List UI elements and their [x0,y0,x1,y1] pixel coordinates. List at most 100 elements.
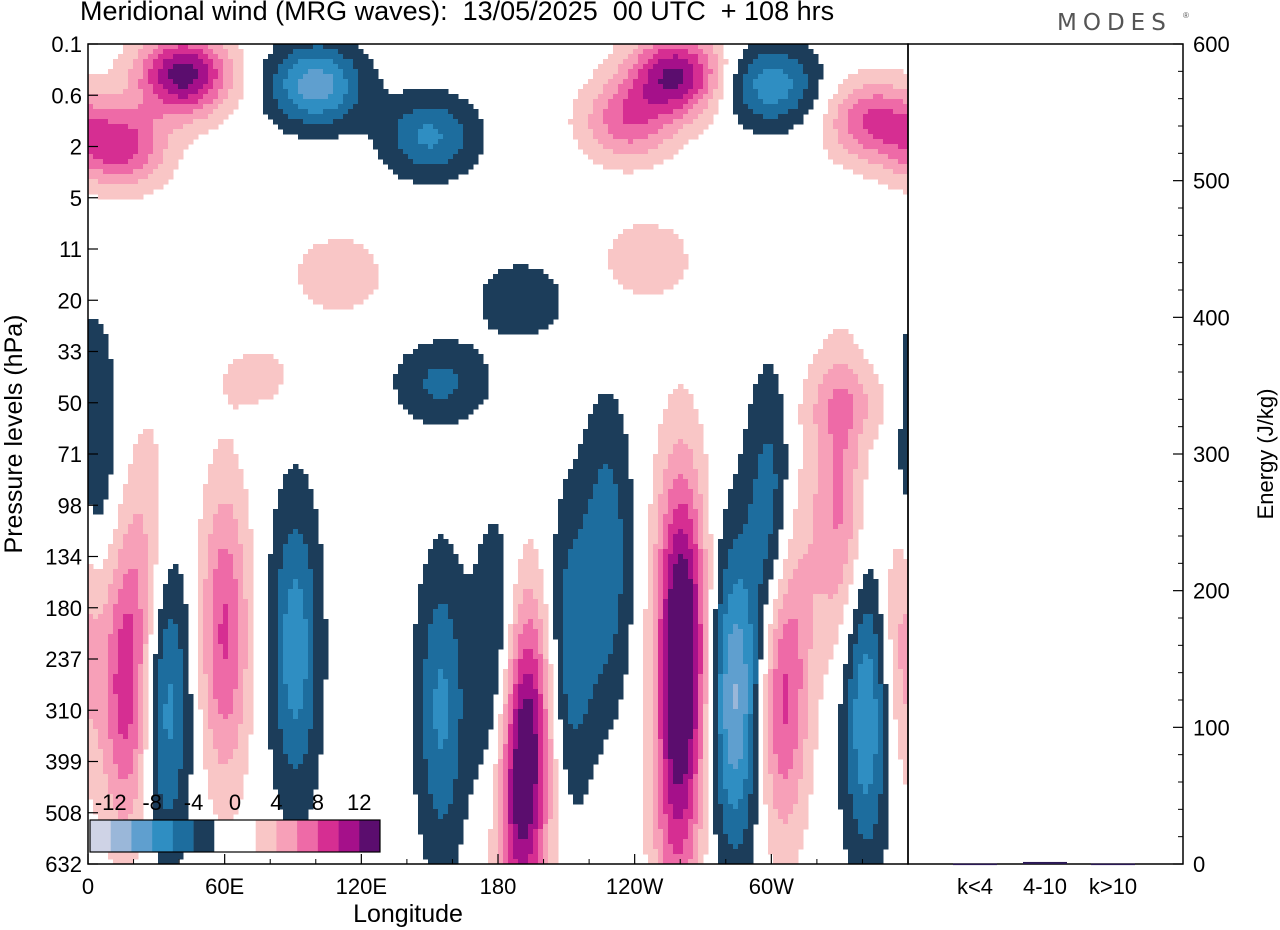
contour-cell [843,429,849,435]
contour-cell [138,144,144,150]
contour-cell [353,284,359,290]
contour-cell [143,59,149,65]
contour-cell [298,44,304,50]
contour-cell [613,139,619,145]
contour-cell [93,444,99,450]
contour-cell [708,114,714,120]
contour-cell [853,129,859,135]
contour-cell [873,434,879,440]
contour-cell [118,104,124,110]
contour-cell [843,164,849,170]
contour-cell [288,129,294,135]
contour-cell [88,394,94,400]
contour-cell [848,399,854,405]
contour-cell [623,114,629,120]
contour-cell [438,379,444,385]
contour-cell [583,494,589,500]
contour-cell [823,339,829,345]
contour-cell [143,169,149,175]
contour-cell [473,364,479,370]
contour-cell [828,404,834,410]
contour-cell [513,309,519,315]
contour-cell [133,84,139,90]
contour-cell [673,99,679,105]
contour-cell [393,149,399,155]
contour-cell [238,69,244,75]
contour-cell [393,169,399,175]
contour-cell [613,429,619,435]
contour-cell [93,434,99,440]
contour-cell [638,99,644,105]
contour-cell [308,264,314,270]
contour-cell [813,424,819,430]
contour-cell [88,329,94,335]
contour-cell [148,439,154,445]
registered-mark: ® [1183,11,1189,20]
contour-cell [433,149,439,155]
contour-cell [273,49,279,55]
contour-cell [613,154,619,160]
contour-cell [238,374,244,380]
contour-cell [393,374,399,380]
contour-cell [838,84,844,90]
contour-cell [598,114,604,120]
contour-cell [648,144,654,150]
contour-cell [643,279,649,285]
contour-cell [563,494,569,500]
contour-cell [198,59,204,65]
contour-cell [848,99,854,105]
contour-cell [183,134,189,140]
contour-cell [103,354,109,360]
contour-cell [618,424,624,430]
contour-cell [88,474,94,480]
contour-cell [423,109,429,115]
contour-cell [278,69,284,75]
contour-cell [873,69,879,75]
contour-cell [363,69,369,75]
contour-cell [863,109,869,115]
contour-cell [133,179,139,185]
contour-cell [823,394,829,400]
contour-cell [258,379,264,385]
contour-cell [903,94,908,100]
contour-cell [283,64,289,70]
contour-cell [228,479,234,485]
contour-cell [693,119,699,125]
contour-cell [698,69,704,75]
contour-cell [688,464,694,470]
contour-cell [373,119,379,125]
contour-cell [668,449,674,455]
contour-cell [108,94,114,100]
contour-cell [623,254,629,260]
contour-cell [178,109,184,115]
contour-cell [373,99,379,105]
contour-cell [688,44,694,50]
contour-cell [293,494,299,500]
contour-cell [93,94,99,100]
contour-cell [333,259,339,265]
contour-cell [693,484,699,490]
contour-cell [693,69,699,75]
contour-cell [343,69,349,75]
contour-cell [623,464,629,470]
contour-cell [168,89,174,95]
contour-cell [443,174,449,180]
contour-cell [853,394,859,400]
contour-cell [323,69,329,75]
contour-cell [543,274,549,280]
contour-cell [403,354,409,360]
contour-cell [133,134,139,140]
contour-cell [813,409,819,415]
contour-cell [753,404,759,410]
contour-cell [858,104,864,110]
contour-cell [788,54,794,60]
contour-cell [878,124,884,130]
contour-cell [153,104,159,110]
contour-cell [763,64,769,70]
contour-cell [428,409,434,415]
contour-cell [753,424,759,430]
contour-cell [213,119,219,125]
contour-cell [538,324,544,330]
contour-cell [738,484,744,490]
contour-cell [683,409,689,415]
